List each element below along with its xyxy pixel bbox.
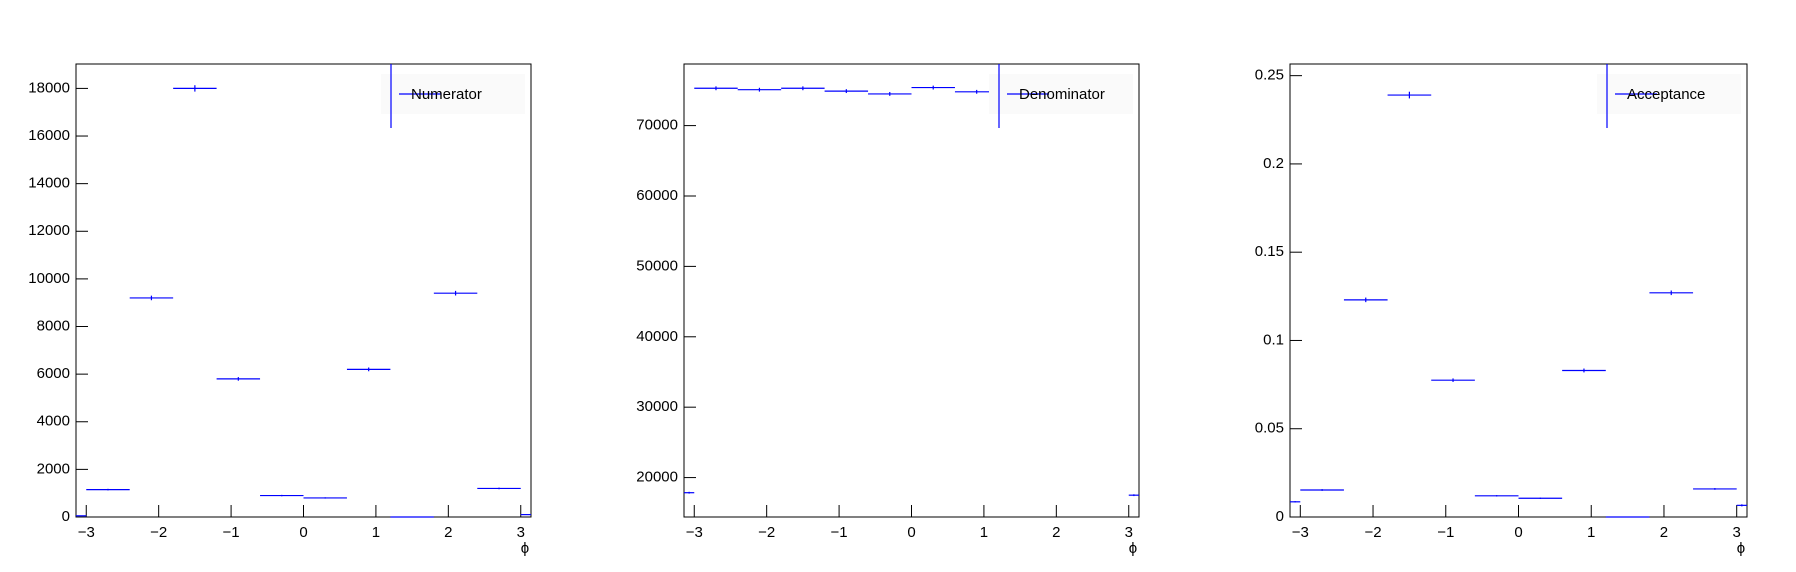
legend-label: Acceptance <box>1627 86 1705 103</box>
x-tick-label: −3 <box>78 524 95 541</box>
y-tick-label: 0.05 <box>1255 420 1284 437</box>
x-tick-label: 0 <box>299 524 307 541</box>
plot-frame <box>1289 63 1748 518</box>
x-tick-label: 0 <box>907 524 915 541</box>
x-tick-label: 3 <box>1733 524 1741 541</box>
y-tick-label: 0.15 <box>1255 243 1284 260</box>
legend-label: Denominator <box>1019 86 1105 103</box>
y-tick-label: 2000 <box>37 460 70 477</box>
x-tick-label: 1 <box>1587 524 1595 541</box>
plot-frame <box>683 63 1140 518</box>
y-tick-label: 0.1 <box>1263 331 1284 348</box>
x-tick-label: 1 <box>372 524 380 541</box>
y-tick-label: 0.2 <box>1263 155 1284 172</box>
x-tick-label: 1 <box>980 524 988 541</box>
x-tick-label: 2 <box>1660 524 1668 541</box>
y-tick-label: 10000 <box>28 270 70 287</box>
x-tick-label: −3 <box>686 524 703 541</box>
y-tick-label: 12000 <box>28 222 70 239</box>
x-tick-label: −3 <box>1292 524 1309 541</box>
x-tick-label: 2 <box>444 524 452 541</box>
y-tick-label: 20000 <box>636 469 678 486</box>
y-tick-label: 0.25 <box>1255 67 1284 84</box>
y-tick-label: 14000 <box>28 175 70 192</box>
y-tick-label: 40000 <box>636 328 678 345</box>
y-tick-label: 4000 <box>37 413 70 430</box>
x-tick-label: 3 <box>1125 524 1133 541</box>
x-axis-label: ϕ <box>521 540 529 557</box>
x-tick-label: 0 <box>1514 524 1522 541</box>
x-tick-label: 3 <box>517 524 525 541</box>
y-tick-label: 30000 <box>636 398 678 415</box>
y-tick-label: 6000 <box>37 365 70 382</box>
y-tick-label: 16000 <box>28 127 70 144</box>
y-tick-label: 50000 <box>636 257 678 274</box>
x-tick-label: −1 <box>1437 524 1454 541</box>
plot-frame <box>75 63 532 518</box>
x-tick-label: −1 <box>831 524 848 541</box>
x-tick-label: −2 <box>758 524 775 541</box>
x-tick-label: −1 <box>223 524 240 541</box>
y-tick-label: 70000 <box>636 117 678 134</box>
x-tick-label: 2 <box>1052 524 1060 541</box>
y-tick-label: 0 <box>62 508 70 525</box>
x-axis-label: ϕ <box>1129 540 1137 557</box>
y-tick-label: 60000 <box>636 187 678 204</box>
x-tick-label: −2 <box>1364 524 1381 541</box>
legend-label: Numerator <box>411 86 482 103</box>
y-tick-label: 18000 <box>28 79 70 96</box>
y-tick-label: 0 <box>1276 508 1284 525</box>
x-tick-label: −2 <box>150 524 167 541</box>
x-axis-label: ϕ <box>1737 540 1745 557</box>
y-tick-label: 8000 <box>37 317 70 334</box>
